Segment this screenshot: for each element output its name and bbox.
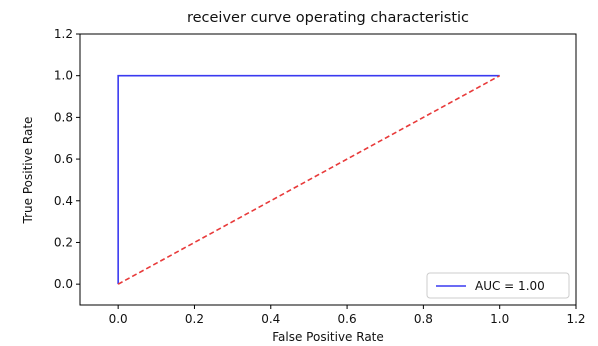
series-group (118, 76, 500, 284)
y-tick-label: 0.6 (54, 152, 73, 166)
x-tick-label: 1.0 (490, 312, 509, 326)
y-tick-label: 1.2 (54, 27, 73, 41)
y-tick-label: 0.8 (54, 110, 73, 124)
x-tick-label: 0.6 (338, 312, 357, 326)
x-tick-label: 1.2 (566, 312, 585, 326)
reference-diagonal-line (118, 76, 500, 284)
x-tick-label: 0.4 (261, 312, 280, 326)
y-axis: 0.0 0.2 0.4 0.6 0.8 1.0 1.2 (54, 27, 80, 291)
legend-label: AUC = 1.00 (475, 279, 545, 293)
x-axis: 0.0 0.2 0.4 0.6 0.8 1.0 1.2 (109, 305, 586, 326)
y-tick-label: 1.0 (54, 69, 73, 83)
x-tick-label: 0.2 (185, 312, 204, 326)
y-tick-label: 0.4 (54, 194, 73, 208)
y-tick-label: 0.2 (54, 235, 73, 249)
chart-title: receiver curve operating characteristic (187, 10, 469, 26)
y-tick-label: 0.0 (54, 277, 73, 291)
legend: AUC = 1.00 (427, 273, 569, 298)
x-tick-label: 0.0 (109, 312, 128, 326)
x-tick-label: 0.8 (414, 312, 433, 326)
y-axis-label: True Positive Rate (21, 117, 35, 225)
x-axis-label: False Positive Rate (272, 330, 384, 344)
